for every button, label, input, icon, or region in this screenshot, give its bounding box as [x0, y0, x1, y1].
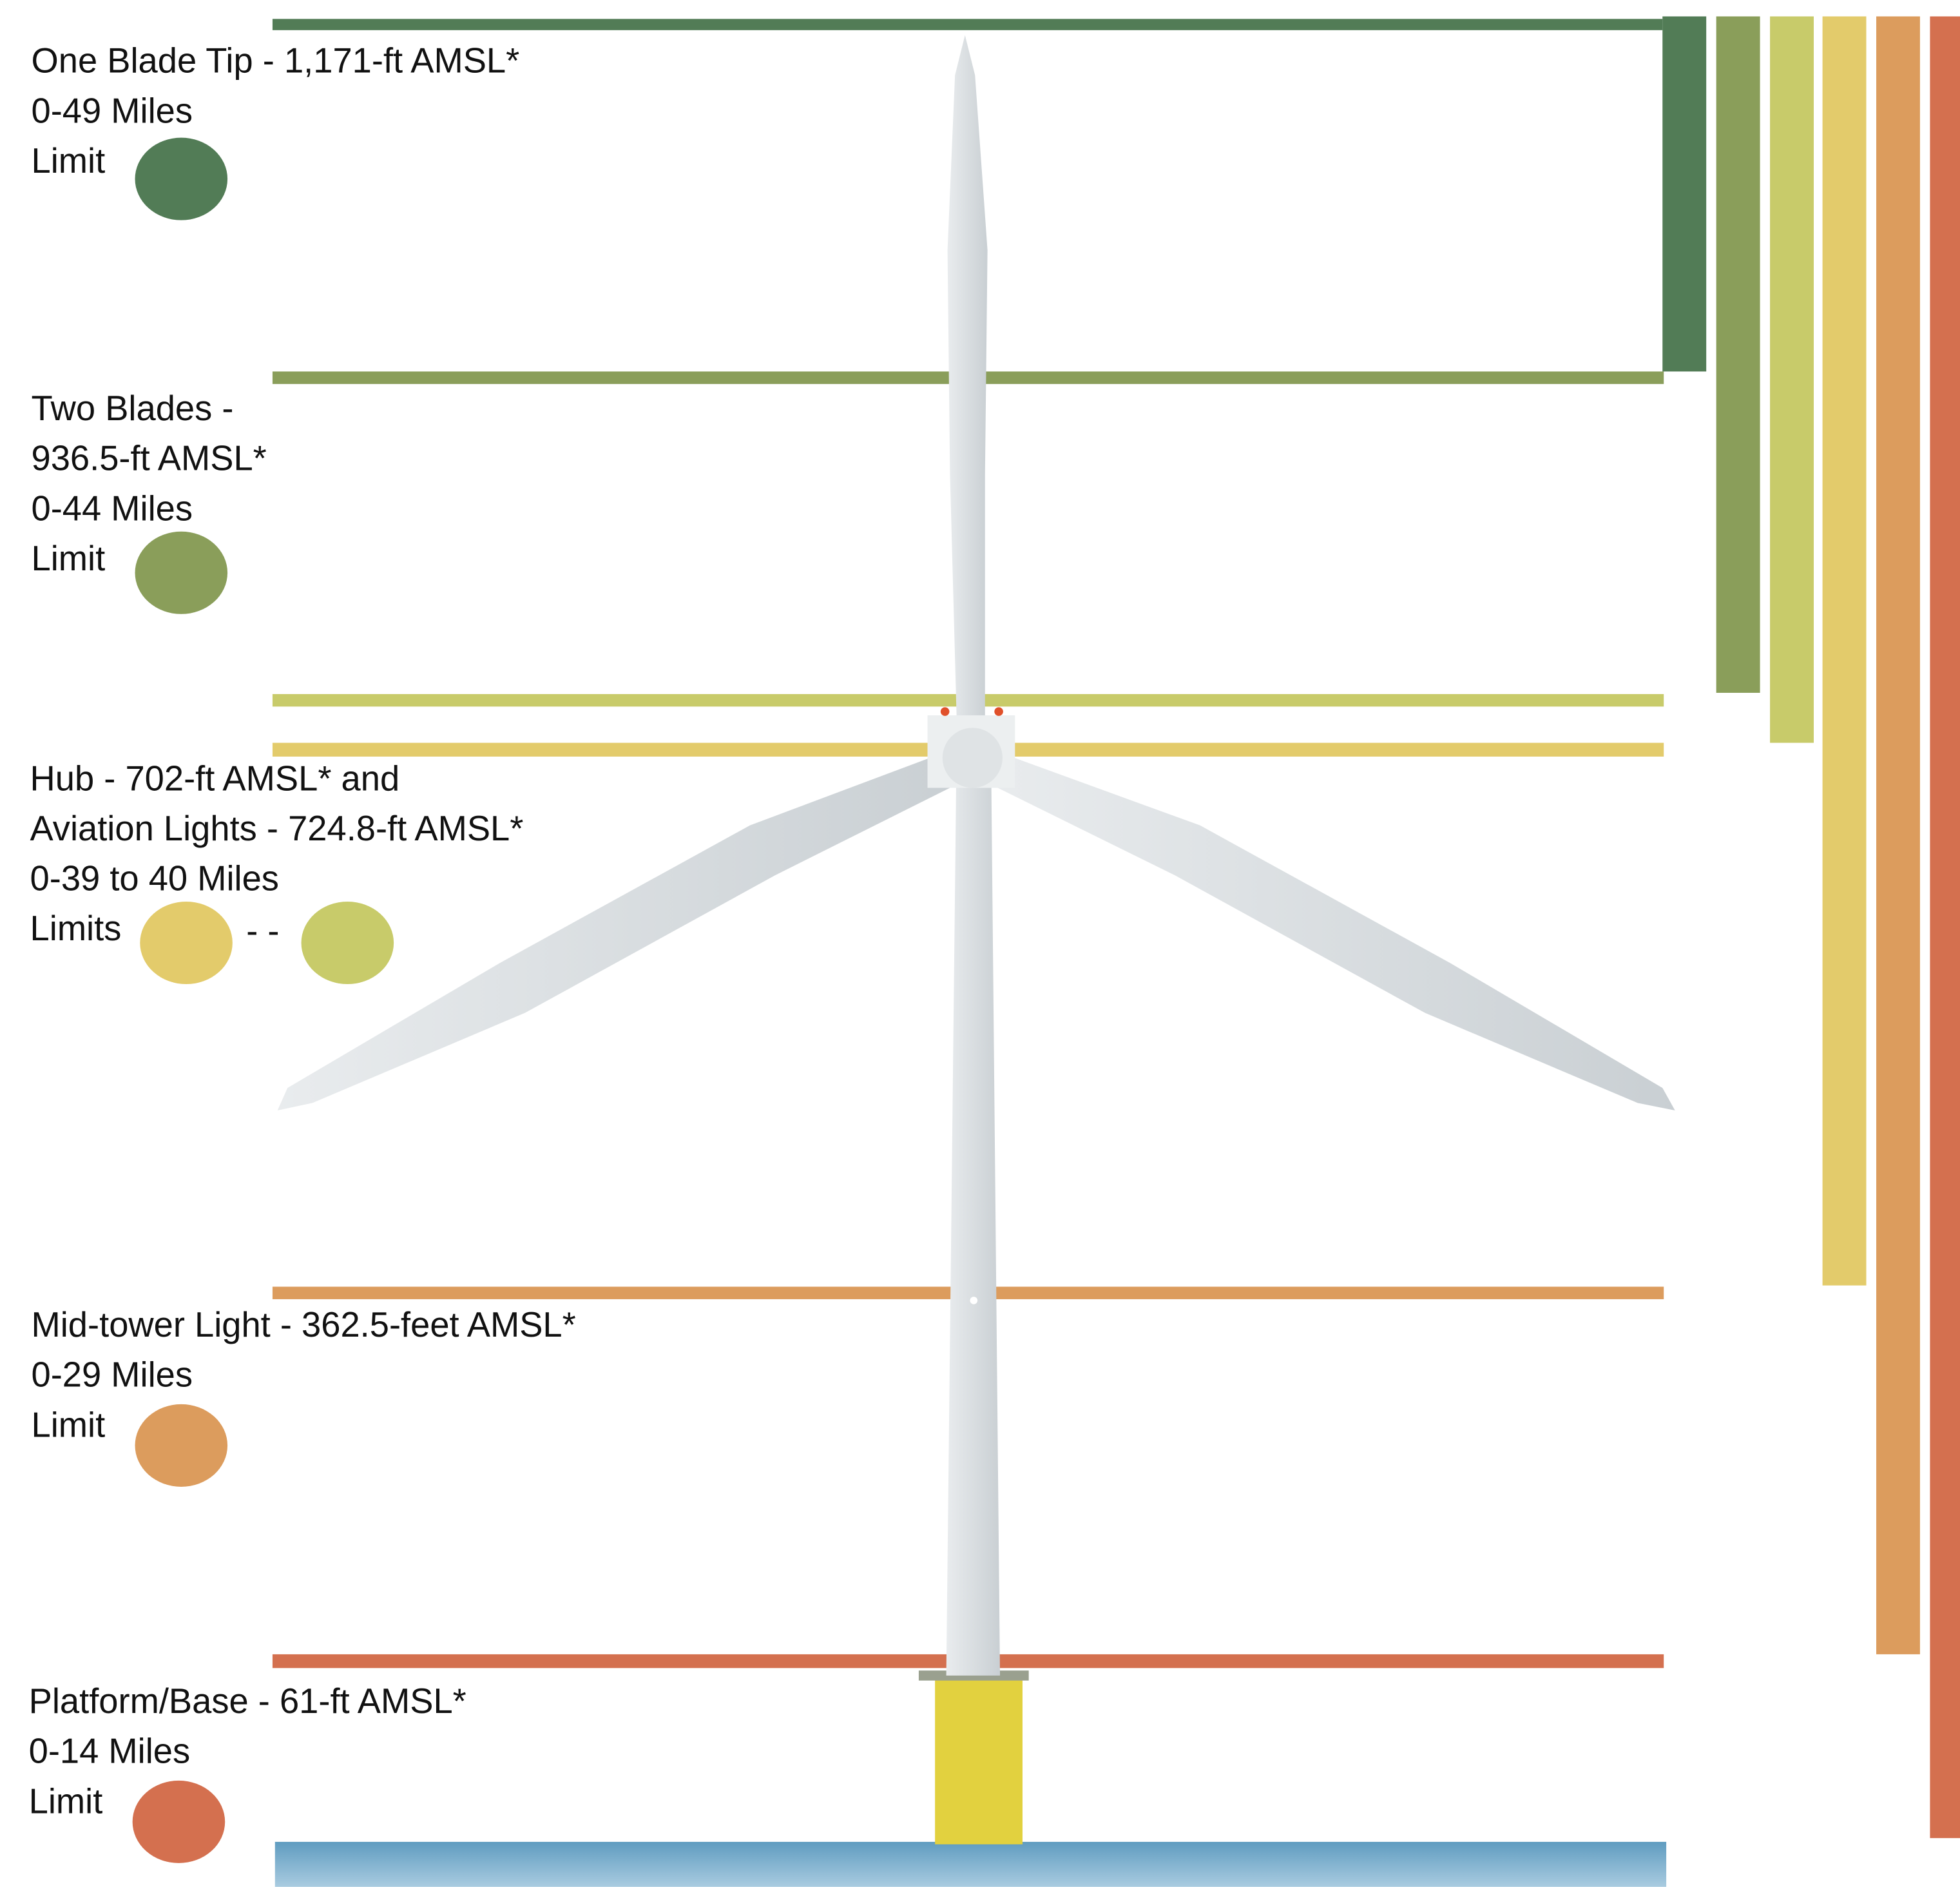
- label-line: 936.5-ft AMSL*: [32, 439, 267, 478]
- range-bar: [1930, 16, 1960, 1839]
- legend-dot: [135, 1404, 228, 1487]
- label-line: 0-14 Miles: [29, 1732, 191, 1771]
- platform: [935, 1675, 1023, 1844]
- label-line: Limit: [29, 1781, 103, 1821]
- label-line: Platform/Base - 61-ft AMSL*: [29, 1681, 466, 1721]
- label-line: One Blade Tip - 1,171-ft AMSL*: [32, 41, 520, 81]
- label-line: 0-39 to 40 Miles: [30, 859, 279, 898]
- label-line: 0-44 Miles: [32, 489, 193, 528]
- legend-dot: [132, 1780, 226, 1863]
- range-bar: [1770, 16, 1814, 743]
- label-line: Limit: [32, 1405, 106, 1444]
- legend-dot: [135, 137, 228, 220]
- label-line: Aviation Lights - 724.8-ft AMSL*: [30, 809, 524, 848]
- label-line: Hub - 702-ft AMSL* and: [30, 759, 400, 798]
- range-bar: [1822, 16, 1867, 1286]
- range-bar: [1876, 16, 1920, 1654]
- sea: [274, 1841, 1667, 1887]
- legend-dot: [140, 902, 233, 985]
- hub: [942, 728, 1003, 788]
- range-bar: [1662, 16, 1707, 372]
- label-line: Limit: [32, 539, 106, 578]
- label-line: 0-49 Miles: [32, 91, 193, 130]
- separator: - -: [246, 911, 279, 951]
- label-line: Limit: [32, 141, 106, 180]
- label-line: Mid-tower Light - 362.5-feet AMSL*: [32, 1305, 576, 1344]
- blade: [277, 750, 963, 1110]
- label-line: Two Blades -: [32, 389, 234, 428]
- tower: [946, 775, 1001, 1676]
- blade: [985, 750, 1675, 1110]
- level-line: [272, 19, 1663, 30]
- mid-light: [970, 1297, 978, 1304]
- legend-dot: [135, 531, 228, 614]
- aviation-light: [940, 707, 950, 716]
- range-bar: [1716, 16, 1760, 693]
- label-line: Limits: [30, 909, 122, 948]
- label-line: 0-29 Miles: [32, 1355, 193, 1395]
- blade: [947, 35, 988, 751]
- labels: One Blade Tip - 1,171-ft AMSL* 0-49 Miles…: [29, 41, 576, 1821]
- aviation-light: [994, 707, 1003, 716]
- legend-dot: [301, 902, 394, 985]
